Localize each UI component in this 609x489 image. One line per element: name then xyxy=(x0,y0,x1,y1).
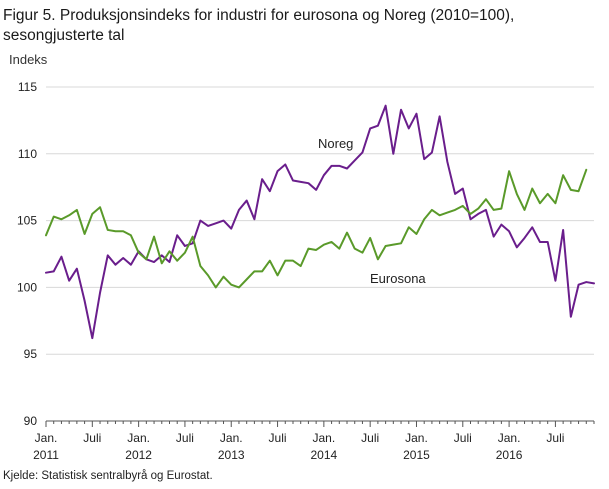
x-tick-year-2011: 2011 xyxy=(33,448,59,462)
y-tick-label-105: 105 xyxy=(17,214,37,228)
chart-title-line1: Figur 5. Produksjonsindeks for industri … xyxy=(3,7,515,24)
x-tick-year-2012: 2012 xyxy=(125,448,152,462)
y-tick-label-95: 95 xyxy=(24,347,38,361)
annotation-eurosona: Eurosona xyxy=(370,271,426,286)
x-tick-label-18: Juli xyxy=(176,431,194,445)
x-tick-year-2015: 2015 xyxy=(403,448,430,462)
series-line-noreg xyxy=(45,104,595,340)
x-tick-label-42: Juli xyxy=(361,431,379,445)
x-tick-label-12: Jan. xyxy=(127,431,150,445)
y-tick-label-110: 110 xyxy=(18,147,37,161)
x-tick-year-2014: 2014 xyxy=(311,448,338,462)
y-axis-label: Indeks xyxy=(9,52,48,67)
x-tick-year-2016: 2016 xyxy=(496,448,523,462)
y-tick-label-90: 90 xyxy=(24,414,38,428)
x-tick-label-48: Jan. xyxy=(405,431,428,445)
x-tick-label-0: Jan. xyxy=(35,431,58,445)
x-tick-year-2013: 2013 xyxy=(218,448,245,462)
x-tick-label-36: Jan. xyxy=(313,431,336,445)
x-tick-label-66: Juli xyxy=(546,431,564,445)
annotation-noreg: Noreg xyxy=(318,136,353,151)
y-tick-label-100: 100 xyxy=(17,280,37,294)
source-note: Kjelde: Statistisk sentralbyrå og Eurost… xyxy=(3,470,213,482)
x-tick-label-54: Juli xyxy=(454,431,472,445)
x-tick-label-60: Jan. xyxy=(498,431,521,445)
x-tick-label-30: Juli xyxy=(269,431,287,445)
chart-title-line2: sesongjusterte tal xyxy=(3,27,125,44)
x-tick-label-6: Juli xyxy=(83,431,101,445)
series-line-eurosona xyxy=(45,168,588,289)
y-tick-label-115: 115 xyxy=(18,80,37,94)
x-tick-label-24: Jan. xyxy=(220,431,243,445)
chart-title: Figur 5. Produksjonsindeks for industri … xyxy=(3,6,603,46)
